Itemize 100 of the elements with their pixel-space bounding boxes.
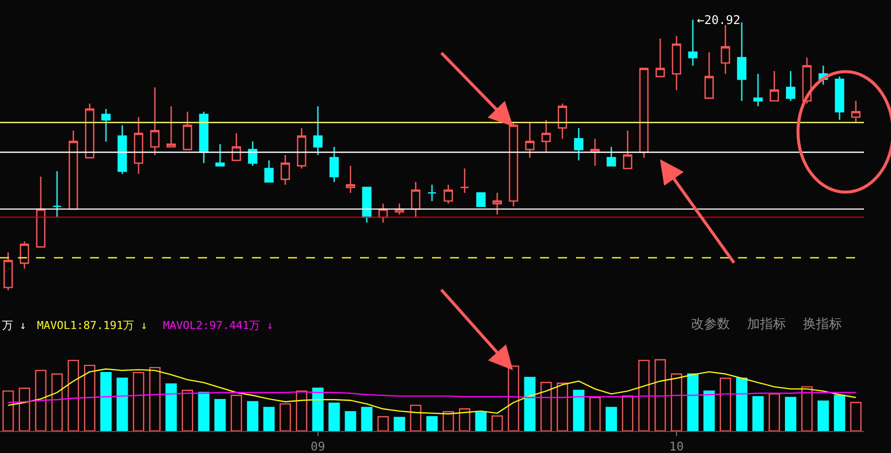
- candlestick: [101, 108, 111, 142]
- bar: [263, 406, 275, 431]
- bar: [784, 396, 796, 431]
- bar: [84, 364, 96, 431]
- candlestick: [639, 68, 649, 158]
- candlestick: [264, 160, 274, 183]
- bar: [834, 394, 846, 431]
- candlestick: [20, 240, 30, 270]
- bar: [344, 411, 356, 431]
- candlestick: [118, 124, 127, 175]
- bar: [68, 360, 80, 431]
- x-tick-label: 09: [310, 439, 326, 453]
- bar: [116, 378, 128, 431]
- bar: [638, 360, 650, 431]
- candlestick: [753, 73, 763, 107]
- text: 改参数: [691, 317, 730, 332]
- bar: [214, 399, 226, 431]
- candlestick: [622, 130, 632, 170]
- bar: [458, 408, 470, 431]
- candlestick: [411, 181, 420, 218]
- candlestick: [248, 140, 258, 166]
- text: 换指标: [803, 317, 842, 332]
- candlestick: [362, 186, 372, 224]
- candlestick: [4, 252, 13, 291]
- bar: [198, 392, 210, 431]
- bar: [361, 406, 372, 431]
- candlestick: [704, 52, 714, 99]
- bar: [230, 394, 242, 431]
- bar: [752, 396, 764, 431]
- candlestick: [313, 106, 323, 156]
- candlestick: [851, 100, 860, 124]
- bar: [703, 390, 715, 431]
- candlestick: [280, 154, 290, 186]
- candlestick: [476, 192, 486, 208]
- text: MAVOL1:87.191万 ↓: [37, 319, 148, 332]
- bar: [475, 412, 487, 431]
- candlestick: [68, 130, 78, 210]
- bar: [524, 376, 536, 431]
- bar: [736, 378, 748, 431]
- bar: [687, 373, 698, 431]
- bar: [377, 416, 389, 431]
- bar: [51, 373, 63, 431]
- candlestick: [656, 38, 665, 78]
- candlestick: [215, 144, 225, 166]
- bar: [492, 415, 503, 431]
- bar: [442, 411, 454, 431]
- bar: [720, 378, 732, 431]
- candlestick: [199, 111, 208, 164]
- bar: [100, 372, 112, 431]
- bar: [556, 382, 568, 431]
- candlestick: [52, 170, 62, 218]
- candlestick: [770, 70, 779, 102]
- bar: [410, 404, 422, 431]
- candlestick: [330, 146, 339, 183]
- candlestick: [182, 111, 192, 150]
- bar: [182, 390, 194, 431]
- annotation: ←20.92: [697, 13, 740, 27]
- bar: [296, 390, 308, 431]
- bar: [328, 402, 340, 431]
- candlestick: [166, 106, 176, 148]
- candlestick: [36, 176, 46, 248]
- candlestick: [541, 119, 551, 153]
- text: 万 ↓: [2, 319, 26, 332]
- candlestick: [460, 168, 470, 194]
- candlestick: [558, 102, 568, 140]
- bar: [149, 366, 161, 431]
- bar: [540, 382, 552, 431]
- bar: [132, 372, 144, 431]
- candlestick: [134, 116, 144, 175]
- candlestick: [574, 127, 584, 162]
- bar: [18, 388, 30, 431]
- candlestick: [85, 102, 94, 158]
- bar: [589, 396, 601, 431]
- bar: [818, 400, 829, 431]
- bar: [247, 401, 258, 431]
- bar: [606, 406, 617, 431]
- bar: [654, 359, 666, 431]
- text: MAVOL2:97.441万 ↓: [163, 319, 274, 332]
- text: 加指标: [747, 317, 786, 332]
- candlestick: [720, 24, 730, 74]
- bar: [426, 416, 438, 431]
- bar: [312, 388, 324, 431]
- candlestick: [834, 76, 844, 120]
- candlestick: [672, 35, 682, 91]
- candlestick: [150, 86, 160, 156]
- bar: [573, 390, 584, 431]
- x-tick-label: 10: [669, 439, 684, 453]
- candlestick: [232, 132, 242, 162]
- candlestick: [525, 122, 534, 158]
- candlestick: [606, 146, 616, 166]
- candlestick: [296, 127, 306, 170]
- candlestick: [444, 184, 453, 204]
- candlestick: [427, 184, 437, 202]
- bar: [35, 370, 46, 431]
- bar: [394, 416, 406, 431]
- candlestick: [492, 192, 502, 216]
- candlestick: [786, 70, 796, 102]
- bar: [622, 395, 634, 431]
- bar: [280, 403, 291, 431]
- bar: [2, 390, 14, 431]
